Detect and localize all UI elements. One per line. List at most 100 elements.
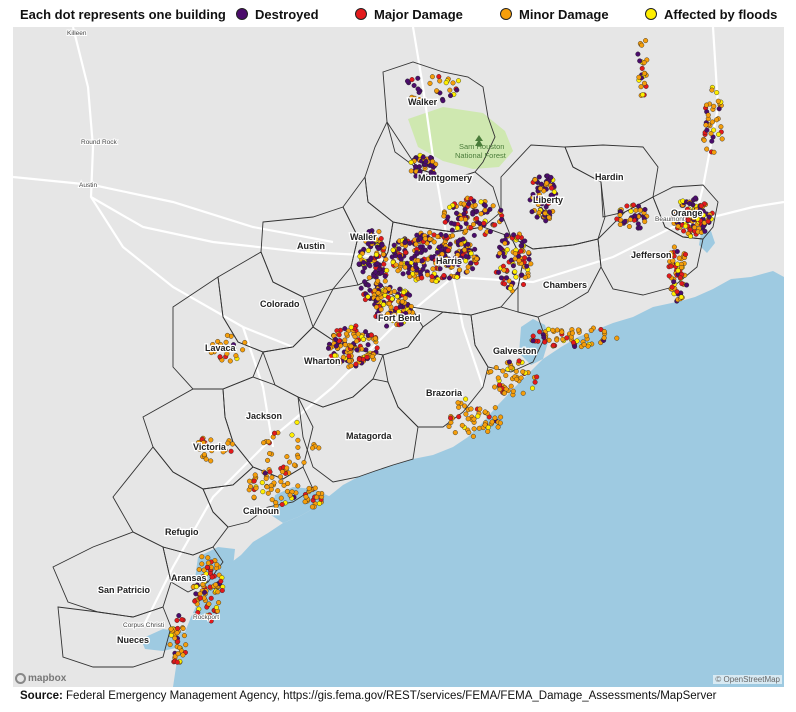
- sabine-lake: [699, 231, 715, 253]
- legend-destroyed-label: Destroyed: [255, 7, 319, 22]
- building-dot: [704, 127, 710, 133]
- building-dot: [381, 251, 387, 257]
- building-dot: [524, 263, 530, 269]
- building-dot: [295, 454, 301, 460]
- building-dot: [571, 340, 577, 346]
- building-dot: [259, 480, 265, 486]
- building-dot: [636, 74, 642, 80]
- building-dot: [216, 600, 222, 606]
- building-dot: [687, 200, 693, 206]
- building-dot: [498, 207, 504, 213]
- building-dot: [384, 267, 390, 273]
- building-dot: [601, 329, 607, 335]
- building-dot: [396, 246, 402, 252]
- city-label-austin: Austin: [79, 182, 97, 189]
- building-dot: [399, 299, 405, 305]
- building-dot: [253, 485, 259, 491]
- building-dot: [688, 233, 694, 239]
- damage-map[interactable]: Killeen Round Rock Austin Beaumont Corpu…: [13, 27, 784, 687]
- building-dot: [419, 258, 425, 264]
- building-dot: [492, 415, 498, 421]
- building-dot: [617, 221, 623, 227]
- mapbox-logo[interactable]: mapbox: [15, 673, 66, 684]
- building-dot: [427, 80, 433, 86]
- building-dot: [498, 275, 504, 281]
- building-dot: [489, 419, 495, 425]
- building-dot: [263, 476, 269, 482]
- building-dot: [502, 240, 508, 246]
- building-dot: [408, 159, 414, 165]
- building-dot: [508, 365, 514, 371]
- building-dot: [468, 250, 474, 256]
- building-dot: [564, 335, 570, 341]
- building-dot: [718, 124, 724, 130]
- dot-cluster-14: [529, 325, 620, 350]
- building-dot: [466, 201, 472, 207]
- building-dot: [356, 261, 362, 267]
- dot-cluster-10: [614, 202, 650, 231]
- building-dot: [403, 249, 409, 255]
- building-dot: [342, 342, 348, 348]
- building-dot: [417, 236, 423, 242]
- building-dot: [451, 261, 457, 267]
- building-dot: [428, 155, 434, 161]
- building-dot: [510, 263, 516, 269]
- building-dot: [208, 437, 214, 443]
- dot-cluster-20: [167, 613, 189, 665]
- building-dot: [223, 339, 229, 345]
- building-dot: [265, 457, 271, 463]
- building-dot: [434, 88, 440, 94]
- building-dot: [342, 326, 348, 332]
- building-dot: [588, 328, 594, 334]
- building-dot: [463, 411, 469, 417]
- building-dot: [326, 345, 332, 351]
- building-dot: [530, 333, 536, 339]
- building-dot: [287, 492, 293, 498]
- building-dot: [685, 217, 691, 223]
- building-dot: [455, 225, 461, 231]
- building-dot: [209, 574, 215, 580]
- building-dot: [614, 335, 620, 341]
- building-dot: [638, 84, 644, 90]
- building-dot: [396, 309, 402, 315]
- major-damage-dot-icon: [355, 8, 367, 20]
- building-dot: [376, 229, 382, 235]
- legend-destroyed: Destroyed: [236, 7, 319, 22]
- building-dot: [356, 356, 362, 362]
- building-dot: [217, 354, 223, 360]
- osm-attribution-link[interactable]: © OpenStreetMap: [713, 675, 782, 684]
- building-dot: [195, 610, 201, 616]
- building-dot: [550, 342, 556, 348]
- building-dot: [400, 271, 406, 277]
- source-note: Source: Federal Emergency Management Age…: [20, 690, 716, 702]
- building-dot: [575, 327, 581, 333]
- building-dot: [377, 312, 383, 318]
- city-label-round-rock: Round Rock: [81, 139, 118, 146]
- building-dot: [378, 283, 384, 289]
- dot-cluster-4: [408, 152, 439, 180]
- building-dot: [471, 416, 477, 422]
- building-dot: [285, 481, 291, 487]
- building-dot: [674, 248, 680, 254]
- building-dot: [251, 478, 257, 484]
- building-dot: [310, 445, 316, 451]
- building-dot: [398, 261, 404, 267]
- building-dot: [601, 335, 607, 341]
- building-dot: [547, 209, 553, 215]
- county-label-jackson: Jackson: [246, 411, 282, 421]
- building-dot: [704, 146, 710, 152]
- building-dot: [704, 102, 710, 108]
- map-canvas[interactable]: Killeen Round Rock Austin Beaumont Corpu…: [13, 27, 784, 687]
- building-dot: [711, 127, 717, 133]
- building-dot: [546, 326, 552, 332]
- building-dot: [436, 74, 442, 80]
- county-label-aransas: Aransas: [171, 573, 207, 583]
- dot-cluster-17: [246, 466, 301, 509]
- building-dot: [500, 368, 506, 374]
- building-dot: [670, 258, 676, 264]
- building-dot: [180, 626, 186, 632]
- building-dot: [537, 185, 543, 191]
- building-dot: [357, 253, 363, 259]
- building-dot: [289, 432, 295, 438]
- building-dot: [224, 332, 230, 338]
